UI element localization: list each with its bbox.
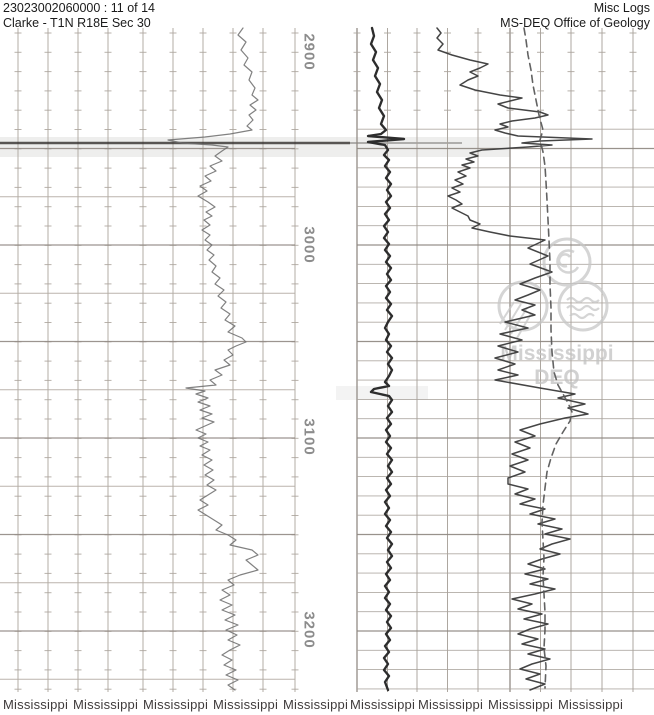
header-right: Misc Logs MS-DEQ Office of Geology [500,1,650,31]
watermark-word: Mississippi [213,697,279,712]
depth-label: 3100 [301,418,318,455]
watermark-text-line2: DEQ [534,366,580,389]
left-track-curve [167,27,259,691]
depth-label: 3200 [301,611,318,648]
well-id-pagination: 23023002060000 : 11 of 14 [3,1,155,15]
watermark-word: Mississippi [143,697,209,712]
watermark-word: Mississippi [350,697,416,712]
resistivity-curve [436,27,593,691]
agency-name: MS-DEQ Office of Geology [500,16,650,30]
watermark-word: Mississippi [73,697,139,712]
watermark-word: Mississippi [558,697,624,712]
watermark-text-line1: Mississippi [500,342,613,365]
well-location: Clarke - T1N R18E Sec 30 [3,16,151,30]
doc-type: Misc Logs [593,1,650,15]
depth-label: 2900 [301,33,318,70]
watermark-word: Mississippi [3,697,69,712]
watermark-row: Mississippi Mississippi Mississippi Mississ… [0,697,654,715]
watermark-word: Mississippi [488,697,554,712]
dashed-curve [523,27,573,689]
sp-curve [366,26,406,692]
depth-label: 3000 [301,226,318,263]
header-left: 23023002060000 : 11 of 14 Clarke - T1N R… [3,1,155,31]
watermark-word: Mississippi [283,697,349,712]
watermark-word: Mississippi [418,697,484,712]
